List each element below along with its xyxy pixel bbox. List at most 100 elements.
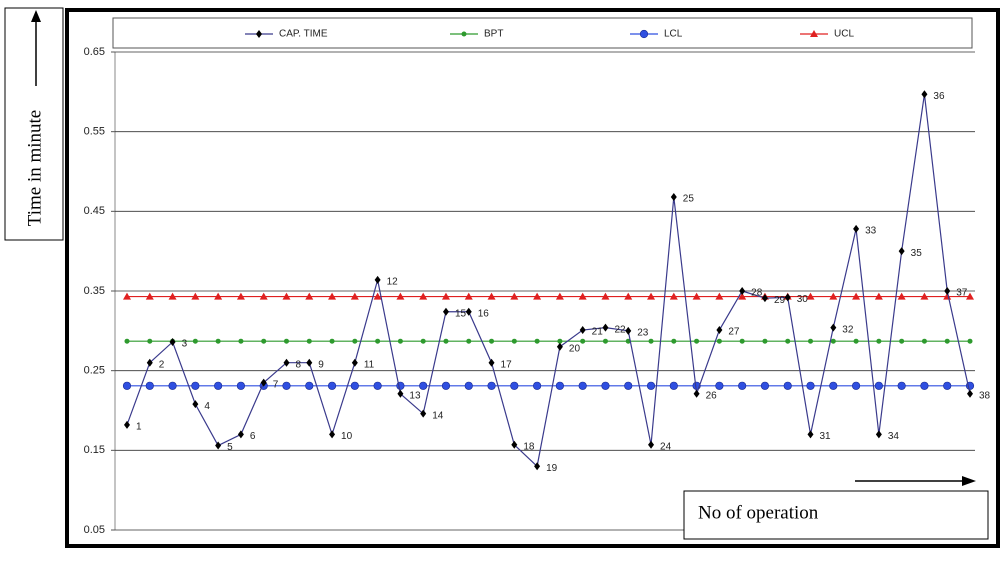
point — [806, 381, 815, 390]
point — [738, 292, 747, 300]
point — [944, 287, 951, 295]
point — [329, 338, 335, 344]
point — [123, 292, 131, 300]
point — [305, 381, 314, 390]
y-tick-label: 0.25 — [84, 365, 105, 377]
legend-label: BPT — [484, 29, 503, 40]
y-tick-label: 0.65 — [84, 46, 105, 58]
y-tick-label: 0.15 — [84, 444, 105, 456]
point — [487, 292, 496, 300]
point-label: 3 — [182, 339, 188, 350]
point-label: 1 — [136, 421, 142, 432]
point — [810, 30, 818, 37]
point — [236, 292, 245, 300]
point-label: 2 — [159, 359, 165, 370]
point — [556, 342, 563, 351]
point — [921, 338, 927, 344]
point — [943, 381, 952, 390]
y-axis-label: Time in minute — [24, 110, 45, 226]
point — [967, 338, 973, 344]
point — [282, 292, 291, 300]
point — [373, 381, 382, 390]
legend-label: CAP. TIME — [279, 29, 328, 40]
point — [464, 381, 473, 390]
point — [669, 292, 678, 300]
point — [168, 292, 177, 300]
point — [602, 323, 609, 332]
point — [510, 381, 519, 390]
point-label: 25 — [683, 194, 695, 205]
point — [601, 381, 610, 390]
point — [579, 326, 586, 335]
arrow-head — [31, 10, 41, 22]
point — [876, 338, 882, 344]
point-label: 20 — [569, 343, 581, 354]
point — [329, 430, 336, 439]
point — [875, 430, 882, 439]
point — [897, 381, 906, 390]
point — [829, 381, 838, 390]
point — [966, 292, 974, 300]
point — [443, 338, 449, 344]
point-label: 36 — [933, 91, 945, 102]
point — [671, 338, 677, 344]
point — [375, 338, 381, 344]
point-label: 26 — [706, 390, 718, 401]
point — [466, 338, 472, 344]
point — [352, 338, 358, 344]
point — [670, 192, 677, 201]
point — [739, 287, 746, 295]
point-label: 13 — [409, 390, 421, 401]
point — [191, 292, 200, 300]
point — [808, 338, 814, 344]
point-label: 5 — [227, 442, 233, 453]
point — [669, 381, 678, 390]
point-label: 17 — [501, 359, 513, 370]
point — [191, 381, 200, 390]
point — [328, 292, 337, 300]
point — [785, 338, 791, 344]
point — [397, 389, 404, 398]
point — [830, 338, 836, 344]
point — [784, 293, 791, 302]
point-label: 32 — [842, 324, 854, 335]
point — [806, 292, 815, 300]
point — [967, 389, 973, 398]
point — [465, 307, 472, 316]
point — [761, 294, 768, 303]
point — [192, 338, 198, 344]
point — [396, 292, 405, 300]
point — [419, 381, 428, 390]
point — [646, 381, 656, 390]
point-label: 30 — [797, 294, 809, 305]
point — [715, 381, 724, 390]
point — [874, 381, 883, 390]
point — [580, 338, 586, 344]
point — [898, 247, 905, 256]
point — [420, 338, 426, 344]
point — [215, 338, 221, 344]
point-label: 8 — [295, 359, 301, 370]
point — [511, 338, 517, 344]
point-label: 14 — [432, 410, 444, 421]
point — [624, 292, 633, 300]
x-axis-label: No of operation — [698, 502, 819, 523]
point — [261, 338, 267, 344]
point — [306, 338, 312, 344]
point — [305, 292, 314, 300]
point — [920, 381, 929, 390]
point-label: 19 — [546, 463, 558, 474]
point — [259, 292, 268, 300]
point — [238, 338, 244, 344]
point — [283, 338, 289, 344]
point — [124, 338, 130, 344]
point — [236, 381, 246, 390]
y-tick-label: 0.05 — [84, 524, 105, 536]
point — [694, 338, 700, 344]
point — [602, 338, 608, 344]
point-label: 16 — [478, 308, 490, 319]
point — [830, 323, 837, 332]
point — [533, 381, 542, 390]
point — [327, 381, 337, 390]
